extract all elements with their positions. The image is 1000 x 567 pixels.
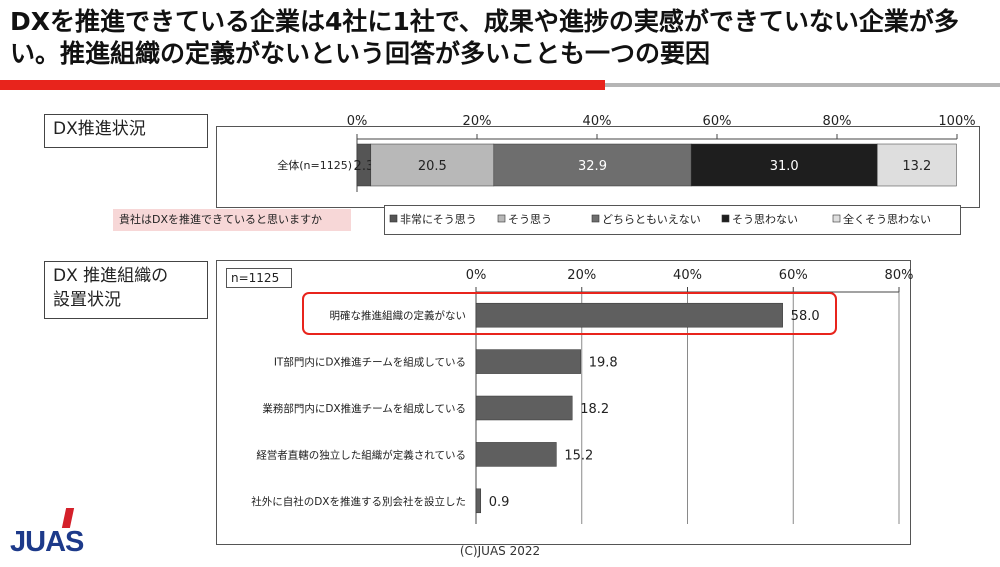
- stacked-segment-label: 13.2: [902, 159, 931, 174]
- org-bar: [475, 442, 557, 467]
- juas-logo-text: JUAS: [10, 526, 84, 558]
- page-title: DXを推進できている企業は4社に1社で、成果や進捗の実感ができていない企業が多い…: [10, 7, 959, 68]
- dx-org-label-line2: 設置状況: [53, 290, 121, 310]
- org-category-label: 業務部門内にDX推進チームを組成している: [262, 402, 466, 415]
- org-bar-value-label: 0.9: [489, 495, 510, 510]
- org-bar: [475, 349, 581, 374]
- stacked-x-tick-label: 0%: [347, 114, 368, 129]
- org-x-tick-label: 20%: [567, 268, 596, 283]
- stacked-category-label: 全体(n=1125): [277, 158, 352, 172]
- title-underline-red: [0, 80, 605, 90]
- org-bar: [475, 395, 573, 421]
- org-category-label: IT部門内にDX推進チームを組成している: [274, 356, 466, 369]
- org-x-tick-label: 40%: [673, 268, 702, 283]
- org-x-tick-label: 80%: [885, 268, 914, 283]
- org-bar-value-label: 58.0: [791, 309, 820, 324]
- org-x-tick-label: 60%: [779, 268, 808, 283]
- stacked-bar-segment: [690, 143, 878, 187]
- stacked-x-tick-label: 60%: [703, 114, 732, 129]
- org-category-label: 明確な推進組織の定義がない: [330, 309, 467, 322]
- legend-swatch: [591, 214, 600, 223]
- legend-label: そう思う: [508, 213, 552, 226]
- stacked-x-tick-label: 40%: [583, 114, 612, 129]
- org-bar-value-label: 19.8: [589, 356, 618, 371]
- dx-org-section-label: DX 推進組織の 設置状況: [44, 261, 208, 319]
- stacked-bar-segment: [493, 143, 692, 187]
- legend-swatch: [721, 214, 730, 223]
- title-underline: [0, 80, 1000, 90]
- title-underline-gray: [605, 83, 1000, 87]
- legend-swatch: [497, 214, 506, 223]
- legend-label: そう思わない: [732, 213, 798, 226]
- legend-label: どちらともいえない: [602, 213, 701, 226]
- stacked-x-tick-label: 20%: [463, 114, 492, 129]
- legend-label: 全くそう思わない: [843, 212, 931, 226]
- org-x-tick-label: 0%: [466, 268, 487, 283]
- stacked-chart-legend-box: [384, 205, 961, 235]
- stacked-bar-segment: [370, 143, 495, 187]
- legend-label: 非常にそう思う: [400, 213, 477, 226]
- org-category-label: 経営者直轄の独立した組織が定義されている: [256, 448, 466, 461]
- highlight-frame: [302, 292, 837, 335]
- copyright: (C)JUAS 2022: [459, 544, 541, 558]
- org-category-label: 社外に自社のDXを推進する別会社を設立した: [251, 495, 466, 508]
- stacked-segment-label: 32.9: [578, 159, 607, 174]
- sample-size-note: n=1125: [226, 268, 292, 288]
- stacked-x-tick-label: 100%: [938, 114, 975, 129]
- stacked-segment-label: 31.0: [770, 159, 799, 174]
- juas-logo: JUAS: [10, 508, 98, 560]
- org-bar: [475, 488, 482, 514]
- org-bar: [475, 302, 783, 328]
- org-bar-value-label: 15.2: [564, 448, 593, 463]
- legend-swatch: [832, 214, 841, 223]
- survey-question: 貴社はDXを推進できていると思いますか: [113, 209, 351, 231]
- dx-org-label-line1: DX 推進組織の: [53, 266, 169, 286]
- stacked-segment-label: 20.5: [418, 159, 447, 174]
- stacked-bar-segment: [876, 143, 957, 187]
- org-bar-value-label: 18.2: [580, 402, 609, 417]
- juas-logo-mark: [61, 508, 75, 528]
- stacked-x-tick-label: 80%: [823, 114, 852, 129]
- dx-status-section-label: DX推進状況: [44, 114, 208, 148]
- legend-swatch: [389, 214, 398, 223]
- stacked-segment-label: 2.3: [354, 159, 375, 174]
